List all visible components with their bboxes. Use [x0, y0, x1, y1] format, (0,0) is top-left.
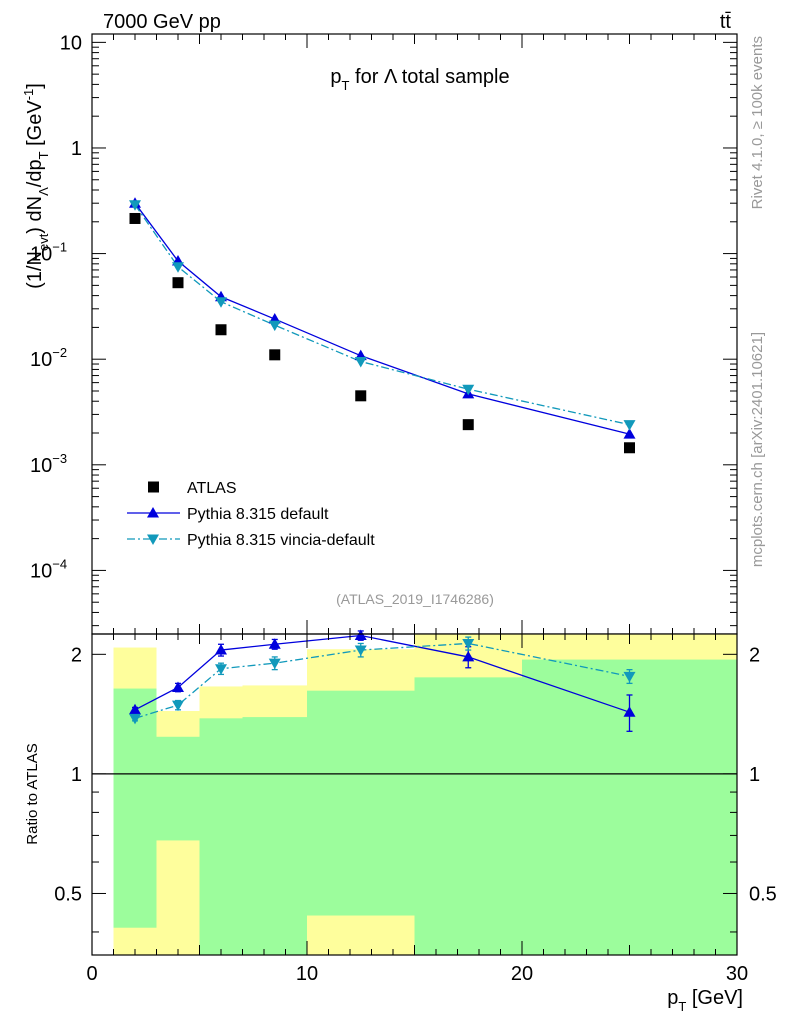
ratio-y-tick-label-right: 1: [749, 764, 760, 786]
ratio-stat-uncertainty-band: [242, 717, 307, 955]
ratio-vincia-point: [623, 671, 636, 683]
series-line-1: [134, 202, 630, 435]
x-label-p: p: [667, 987, 678, 1009]
legend-marker-square: [148, 481, 159, 493]
main-y-tick-label: 10−1: [30, 240, 67, 266]
pythia-vincia-point: [623, 420, 636, 431]
legend-marker-triangle-down: [147, 534, 159, 545]
pythia-default-point: [623, 428, 636, 439]
ratio-vincia-point: [268, 658, 281, 670]
main-y-tick-label: 10−2: [30, 345, 67, 371]
ratio-default-point: [129, 703, 141, 715]
x-axis-label: pT [GeV]: [667, 987, 743, 1014]
ratio-stat-uncertainty-band: [113, 688, 157, 928]
ratio-stat-uncertainty-band: [307, 690, 415, 916]
ratio-default-point: [462, 650, 475, 662]
ratio-default-point: [215, 644, 227, 655]
analysis-label: (ATLAS_2019_I1746286): [336, 591, 494, 607]
x-tick-label: 0: [86, 963, 97, 985]
ratio-vincia-point: [215, 664, 227, 675]
atlas-data-point: [215, 324, 227, 336]
ratio-y-tick-label-left: 1: [71, 764, 82, 786]
ratio-y-axis-label: Ratio to ATLAS: [24, 743, 41, 844]
x-label-unit: [GeV]: [686, 987, 743, 1009]
pythia-vincia-point: [172, 262, 184, 273]
ratio-stat-uncertainty-band: [199, 718, 243, 955]
main-y-tick-label: 10: [60, 32, 82, 54]
ratio-default-point: [623, 706, 636, 717]
x-tick-label: 30: [726, 963, 748, 985]
ratio-stat-uncertainty-band: [414, 677, 522, 955]
x-tick-label: 10: [296, 963, 318, 985]
atlas-data-point: [172, 277, 184, 289]
atlas-data-point: [269, 349, 281, 361]
ratio-default-point: [172, 681, 184, 693]
ratio-default-point: [354, 629, 367, 641]
ratio-y-tick-label-left: 2: [71, 644, 82, 666]
legend: ATLAS Pythia 8.315 default Pythia 8.315 vi…: [127, 480, 375, 549]
mcplots-reference-label: mcplots.cern.ch [arXiv:2401.10621]: [749, 332, 766, 567]
main-title: pT for Λ total sample: [330, 66, 509, 93]
header-process-label: tt̄: [720, 11, 732, 33]
pythia-vincia-point: [215, 297, 227, 308]
title-rest: for Λ total sample: [349, 66, 509, 88]
legend-entry-label: Pythia 8.315 vincia-default: [187, 532, 375, 549]
x-tick-label: 20: [511, 963, 533, 985]
atlas-data-point: [624, 442, 635, 454]
main-y-tick-label: 10−3: [30, 451, 67, 477]
ratio-y-tick-label-right: 0.5: [749, 883, 777, 905]
pythia-vincia-point: [268, 320, 281, 332]
ratio-panel: 0.5 0.51 12 20 10 20 30: [54, 629, 777, 985]
ratio-vincia-point: [354, 645, 367, 657]
pythia-vincia-point: [129, 200, 141, 211]
ratio-vincia-point: [462, 638, 475, 650]
main-y-tick-label: 10−4: [30, 556, 67, 582]
ratio-default-point: [268, 638, 281, 649]
main-y-tick-label: 1: [71, 138, 82, 160]
ratio-y-tick-label-left: 0.5: [54, 883, 82, 905]
ratio-y-tick-label-right: 2: [749, 644, 760, 666]
atlas-data-point: [355, 390, 367, 402]
title-p: p: [330, 66, 341, 88]
rivet-version-label: Rivet 4.1.0, ≥ 100k events: [749, 36, 766, 209]
ratio-vincia-point: [172, 700, 184, 712]
atlas-data-point: [129, 212, 141, 224]
ratio-vincia-point: [129, 713, 141, 725]
pythia-vincia-point: [462, 384, 475, 396]
x-label-sub: T: [678, 999, 686, 1014]
main-panel: 10 1 10−1 10−2 10−3 10−4 pT for Λ total sampl…: [30, 32, 738, 635]
ratio-stat-uncertainty-band: [156, 736, 200, 841]
title-sub: T: [342, 78, 350, 93]
legend-entry-label: Pythia 8.315 default: [187, 506, 329, 523]
series-line-2: [134, 204, 630, 426]
legend-entry-label: ATLAS: [187, 480, 237, 497]
atlas-data-point: [462, 419, 474, 431]
main-y-axis-label: (1/Nevt) dNΛ/dpT [GeV-1]: [21, 83, 51, 289]
pythia-vincia-point: [354, 357, 367, 368]
header-energy-label: 7000 GeV pp: [103, 11, 221, 33]
legend-marker-triangle-up: [147, 507, 159, 518]
